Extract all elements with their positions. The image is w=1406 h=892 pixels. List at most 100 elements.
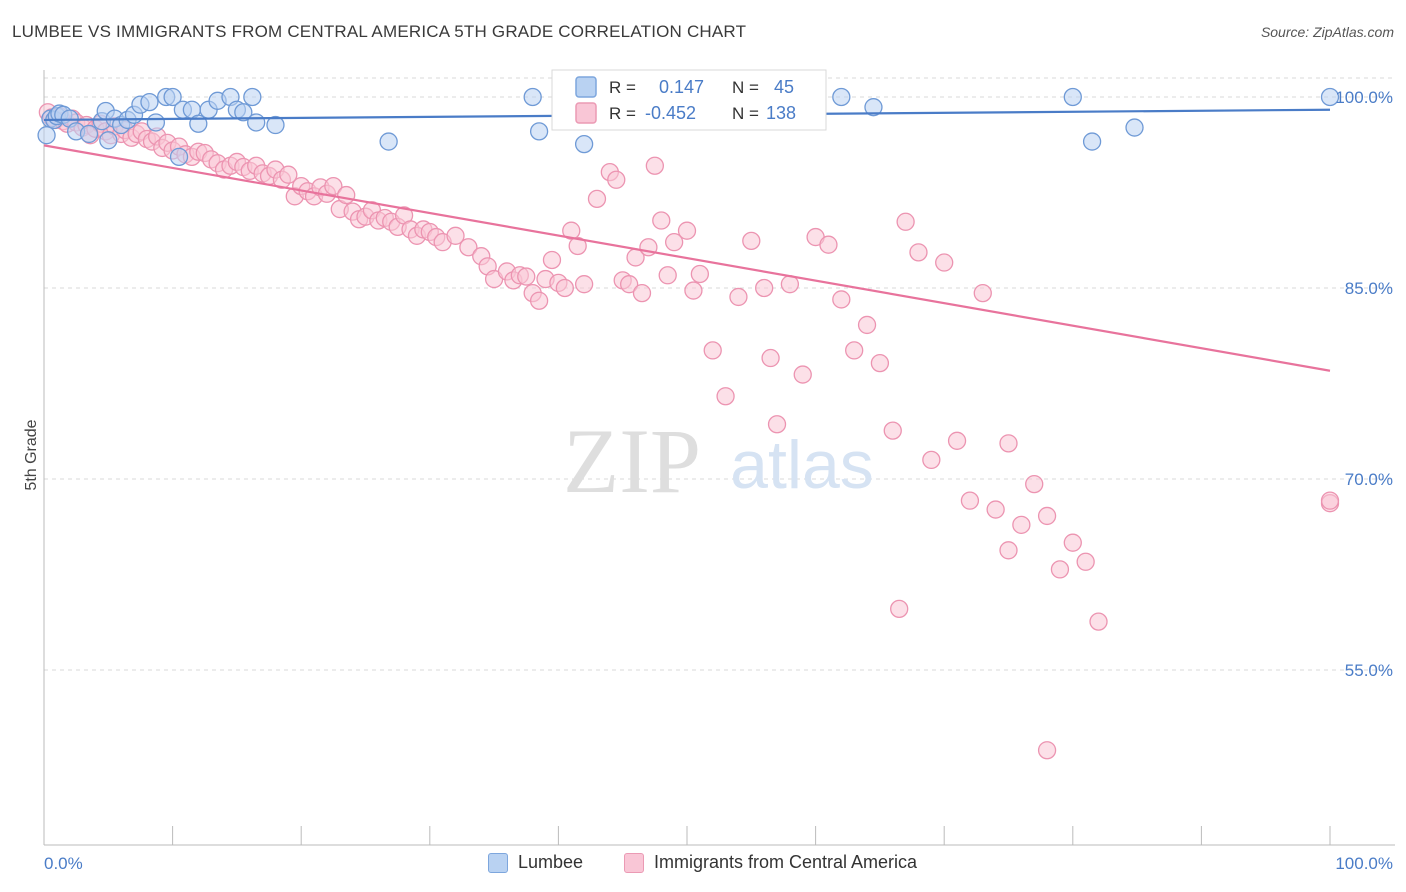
- point-immigrants-129: [1037, 506, 1057, 526]
- point-lumbee-40: [1082, 132, 1102, 151]
- point-immigrants-115: [857, 315, 877, 335]
- point-immigrants-44: [279, 165, 298, 184]
- point-lumbee-39: [1063, 87, 1082, 107]
- point-immigrants-89: [607, 170, 626, 189]
- point-lumbee-31: [247, 113, 266, 132]
- trend-line-immigrants: [43, 144, 1331, 372]
- point-immigrants-51: [324, 176, 343, 196]
- point-immigrants-96: [652, 211, 671, 230]
- point-lumbee-21: [169, 147, 189, 166]
- legend-box: R = 0.147 N = 45 R = -0.452 N = 138: [551, 69, 827, 131]
- point-immigrants-114: [845, 341, 864, 360]
- legend-n-value-2: 138: [766, 103, 796, 123]
- point-immigrants-53: [337, 185, 356, 205]
- point-immigrants-84: [562, 221, 581, 240]
- point-lumbee-0: [37, 126, 56, 145]
- point-immigrants-79: [529, 291, 549, 310]
- point-immigrants-99: [677, 221, 697, 240]
- point-immigrants-130: [1050, 560, 1070, 579]
- point-immigrants-101: [690, 264, 710, 284]
- legend-item-immigrants[interactable]: Immigrants from Central America: [624, 852, 917, 873]
- point-immigrants-105: [742, 231, 761, 251]
- point-immigrants-97: [658, 266, 677, 285]
- point-immigrants-102: [703, 341, 722, 360]
- point-lumbee-37: [832, 87, 851, 107]
- point-immigrants-135: [890, 599, 909, 619]
- point-lumbee-11: [99, 131, 118, 150]
- point-lumbee-36: [574, 134, 594, 154]
- point-immigrants-85: [568, 236, 587, 256]
- point-immigrants-104: [729, 287, 748, 307]
- point-immigrants-117: [883, 421, 902, 440]
- point-immigrants-112: [819, 235, 838, 254]
- axes: [43, 70, 1395, 846]
- point-immigrants-98: [664, 233, 684, 252]
- point-immigrants-138: [1320, 491, 1340, 510]
- source-label: Source: ZipAtlas.com: [1260, 24, 1394, 40]
- point-lumbee-41: [1125, 118, 1144, 137]
- y-axis-label: 5th Grade: [23, 419, 40, 490]
- point-immigrants-81: [542, 250, 562, 270]
- point-immigrants-93: [632, 283, 652, 303]
- chart-title: LUMBEE VS IMMIGRANTS FROM CENTRAL AMERIC…: [12, 22, 747, 41]
- point-immigrants-83: [555, 278, 574, 298]
- point-lumbee-33: [379, 132, 398, 151]
- legend-n-value-1: 45: [774, 77, 794, 97]
- point-lumbee-17: [140, 92, 159, 112]
- watermark-zip: ZIP: [563, 410, 701, 512]
- point-immigrants-120: [922, 450, 941, 470]
- point-immigrants-106: [755, 278, 774, 298]
- bottom-legend: Lumbee Immigrants from Central America: [0, 852, 1406, 878]
- point-immigrants-127: [1012, 515, 1031, 534]
- point-immigrants-118: [896, 212, 915, 231]
- point-lumbee-34: [523, 87, 542, 107]
- point-lumbee-8: [79, 124, 99, 144]
- legend-r-label-2: R =: [609, 104, 636, 123]
- point-immigrants-108: [767, 415, 787, 434]
- point-immigrants-107: [761, 348, 780, 368]
- point-immigrants-69: [446, 226, 465, 245]
- legend-n-label-1: N =: [732, 78, 759, 97]
- legend-swatch-blue: [488, 852, 508, 873]
- point-immigrants-122: [947, 431, 967, 450]
- point-immigrants-100: [684, 281, 703, 300]
- y-tick-label-1: 70.0%: [1345, 470, 1393, 489]
- point-immigrants-133: [1089, 612, 1108, 631]
- point-lumbee-35: [529, 122, 549, 141]
- point-immigrants-132: [1076, 552, 1095, 571]
- point-immigrants-77: [517, 267, 536, 286]
- point-immigrants-126: [999, 434, 1018, 453]
- point-immigrants-123: [960, 491, 980, 510]
- point-immigrants-86: [574, 275, 594, 294]
- legend-r-value-1: 0.147: [659, 77, 704, 97]
- point-immigrants-131: [1063, 533, 1082, 552]
- point-immigrants-70: [459, 238, 478, 257]
- point-lumbee-30: [243, 87, 262, 107]
- x-tick-labels: 0.0% 100.0%: [44, 854, 1393, 873]
- point-immigrants-125: [986, 500, 1005, 519]
- point-immigrants-103: [716, 387, 735, 406]
- watermark-atlas: atlas: [730, 427, 874, 503]
- point-immigrants-119: [909, 243, 928, 262]
- legend-r-label-1: R =: [609, 78, 636, 97]
- point-immigrants-110: [793, 365, 812, 384]
- point-immigrants-128: [1025, 474, 1044, 494]
- y-tick-label-0: 55.0%: [1345, 661, 1393, 680]
- point-immigrants-124: [973, 283, 992, 303]
- legend-item-lumbee[interactable]: Lumbee: [488, 852, 583, 873]
- x-tick-label-1: 100.0%: [1335, 854, 1393, 873]
- point-immigrants-116: [870, 353, 890, 373]
- point-lumbee-38: [864, 98, 883, 117]
- watermark: ZIP atlas: [563, 410, 874, 512]
- y-tick-labels: 55.0% 70.0% 85.0% 100.0%: [1335, 88, 1393, 680]
- legend-label-immigrants: Immigrants from Central America: [654, 852, 918, 872]
- y-tick-label-2: 85.0%: [1345, 279, 1393, 298]
- legend-label-lumbee: Lumbee: [518, 852, 584, 872]
- point-lumbee-32: [266, 115, 285, 135]
- point-lumbee-29: [234, 103, 253, 122]
- point-immigrants-91: [619, 275, 639, 294]
- point-immigrants-121: [935, 253, 954, 272]
- point-immigrants-134: [1037, 741, 1057, 760]
- point-lumbee-18: [146, 113, 166, 132]
